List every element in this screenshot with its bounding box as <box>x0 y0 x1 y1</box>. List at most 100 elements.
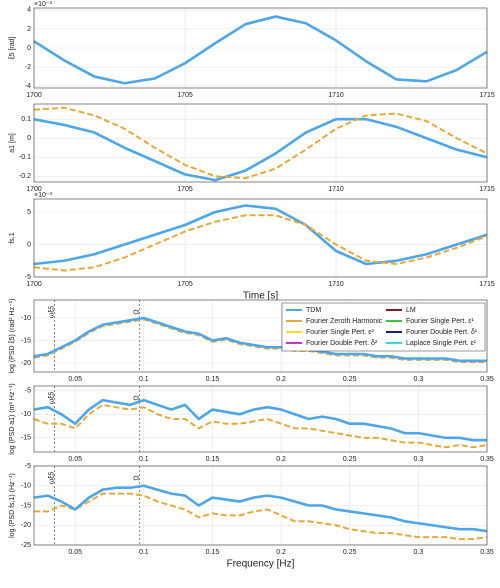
y-tick-label: -10 <box>21 411 31 418</box>
y-tick-label: 4 <box>27 7 31 14</box>
y-tick-label: 0 <box>27 45 31 52</box>
reference-label: Ω <box>134 395 141 400</box>
series-line <box>33 214 488 272</box>
legend-label: Laplace Single Pert. ε¹ <box>406 340 477 347</box>
legend-label: Fourier Double Pert. δ² <box>306 340 378 347</box>
legend-box <box>281 302 486 352</box>
y-tick-label: -20 <box>21 522 31 529</box>
y-axis-label: ξ5 [rad] <box>9 36 16 59</box>
x-tick-label: 1715 <box>479 281 495 288</box>
x-axis-label: Frequency [Hz] <box>227 559 295 570</box>
x-tick-label: 0.3 <box>413 456 423 463</box>
x-tick-label: 1705 <box>177 281 193 288</box>
x-tick-label: 0.25 <box>343 376 357 383</box>
series-line <box>33 106 488 180</box>
x-tick-label: 0.15 <box>206 456 220 463</box>
series-line <box>33 204 488 266</box>
x-tick-label: 0.2 <box>276 456 286 463</box>
y-tick-label: -20 <box>21 360 31 367</box>
x-tick-label: 0.3 <box>413 549 423 556</box>
y-tick-label: -25 <box>21 542 31 549</box>
x-tick-label: 0.25 <box>343 456 357 463</box>
y-axis-label: a1 [m] <box>9 133 16 153</box>
x-tick-label: 1715 <box>479 92 495 99</box>
x-tick-label: 0.05 <box>68 376 82 383</box>
y-tick-label: -0.2 <box>19 173 31 180</box>
y-tick-label: -4 <box>25 83 31 90</box>
x-tick-label: 0.35 <box>480 376 494 383</box>
x-tick-label: 1710 <box>328 92 344 99</box>
y-axis-label: log (PSD a1) (m² Hz⁻¹) <box>9 383 16 454</box>
x-tick-label: 0.2 <box>276 549 286 556</box>
y-axis-label: log (PSD ξ5) (rad² Hz⁻¹) <box>9 299 16 374</box>
y-tick-label: -15 <box>21 502 31 509</box>
y-tick-label: -5 <box>25 274 31 281</box>
plot-area <box>34 104 487 182</box>
plot-area <box>34 386 487 452</box>
x-tick-label: 1715 <box>479 186 495 193</box>
x-tick-label: 0.3 <box>413 376 423 383</box>
y-tick-label: 0.1 <box>21 116 31 123</box>
x-axis-label: Time [s] <box>243 291 278 302</box>
x-tick-label: 0.35 <box>480 456 494 463</box>
legend-label: Fourier Double Pert. δ¹ <box>406 329 478 336</box>
y-tick-label: 0 <box>27 241 31 248</box>
y-axis-label: fs,1 <box>9 232 16 243</box>
reference-label: ωξ5 <box>48 392 55 405</box>
x-tick-label: 0.15 <box>206 376 220 383</box>
series-line <box>33 484 488 533</box>
series-line <box>33 117 488 182</box>
plot-frame <box>33 385 488 453</box>
x-tick-label: 0.35 <box>480 549 494 556</box>
legend-label: Fourier Zeroth Harmonic <box>306 318 383 325</box>
x-tick-label: 1710 <box>328 186 344 193</box>
x-tick-label: 0.05 <box>68 456 82 463</box>
series-line <box>33 403 488 449</box>
y-tick-label: -2 <box>25 64 31 71</box>
series-line <box>33 398 487 442</box>
x-tick-label: 1705 <box>177 92 193 99</box>
x-tick-label: 1700 <box>26 92 42 99</box>
plot-frame <box>33 198 488 278</box>
legend-label: Fourier Single Pert. ε² <box>306 329 374 336</box>
x-tick-label: 0.2 <box>276 376 286 383</box>
y-axis-label: log (PSD fs,1) (Hz⁻¹) <box>9 473 16 538</box>
y-tick-label: -0.1 <box>19 154 31 161</box>
x-tick-label: 0.05 <box>68 549 82 556</box>
x-tick-label: 0.1 <box>139 456 149 463</box>
plot-frame <box>33 103 488 183</box>
legend-label: TDM <box>306 307 321 314</box>
x-tick-label: 1710 <box>328 281 344 288</box>
x-tick-label: 1700 <box>26 281 42 288</box>
y-tick-label: -15 <box>21 435 31 442</box>
y-tick-label: -10 <box>21 315 31 322</box>
legend-label: Fourier Single Pert. ε¹ <box>406 318 474 325</box>
y-tick-label: -5 <box>25 463 31 470</box>
x-tick-label: 1705 <box>177 186 193 193</box>
y-tick-label: 0 <box>27 135 31 142</box>
x-tick-label: 0.15 <box>206 549 220 556</box>
series-line <box>33 318 487 364</box>
legend-label: LM <box>406 307 416 314</box>
plot-frame <box>33 299 488 373</box>
series-line <box>34 492 488 541</box>
axis-exponent: ×10⁻³ <box>34 1 53 8</box>
x-tick-label: 1700 <box>26 186 42 193</box>
series-line <box>33 15 488 85</box>
y-tick-label: 2 <box>27 26 31 33</box>
x-tick-label: 0.25 <box>343 549 357 556</box>
x-tick-label: 0.1 <box>139 549 149 556</box>
plot-frame <box>33 7 488 89</box>
reference-label: ωξ5 <box>48 306 55 319</box>
reference-label: Ω <box>134 475 141 480</box>
axis-exponent: ×10⁻³ <box>34 192 53 199</box>
y-tick-label: 5 <box>27 209 31 216</box>
reference-label: Ω <box>134 309 141 314</box>
y-tick-label: -10 <box>21 483 31 490</box>
x-tick-label: 0.1 <box>139 376 149 383</box>
plot-frame <box>33 465 488 546</box>
reference-label: ωξ5 <box>48 472 55 485</box>
series-line <box>33 316 487 363</box>
y-tick-label: -5 <box>25 388 31 395</box>
